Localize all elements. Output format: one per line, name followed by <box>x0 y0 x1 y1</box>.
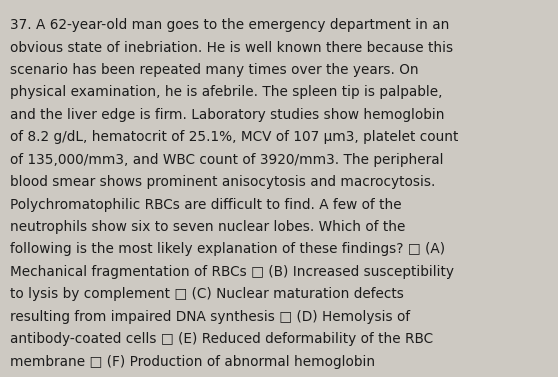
Text: 37. A 62-year-old man goes to the emergency department in an: 37. A 62-year-old man goes to the emerge… <box>10 18 449 32</box>
Text: antibody-coated cells □ (E) Reduced deformability of the RBC: antibody-coated cells □ (E) Reduced defo… <box>10 332 433 346</box>
Text: Polychromatophilic RBCs are difficult to find. A few of the: Polychromatophilic RBCs are difficult to… <box>10 198 402 211</box>
Text: membrane □ (F) Production of abnormal hemoglobin: membrane □ (F) Production of abnormal he… <box>10 354 375 369</box>
Text: Mechanical fragmentation of RBCs □ (B) Increased susceptibility: Mechanical fragmentation of RBCs □ (B) I… <box>10 265 454 279</box>
Text: resulting from impaired DNA synthesis □ (D) Hemolysis of: resulting from impaired DNA synthesis □ … <box>10 310 410 324</box>
Text: neutrophils show six to seven nuclear lobes. Which of the: neutrophils show six to seven nuclear lo… <box>10 220 406 234</box>
Text: of 8.2 g/dL, hematocrit of 25.1%, MCV of 107 μm3, platelet count: of 8.2 g/dL, hematocrit of 25.1%, MCV of… <box>10 130 459 144</box>
Text: blood smear shows prominent anisocytosis and macrocytosis.: blood smear shows prominent anisocytosis… <box>10 175 435 189</box>
Text: following is the most likely explanation of these findings? □ (A): following is the most likely explanation… <box>10 242 445 256</box>
Text: of 135,000/mm3, and WBC count of 3920/mm3. The peripheral: of 135,000/mm3, and WBC count of 3920/mm… <box>10 153 444 167</box>
Text: physical examination, he is afebrile. The spleen tip is palpable,: physical examination, he is afebrile. Th… <box>10 86 442 100</box>
Text: scenario has been repeated many times over the years. On: scenario has been repeated many times ov… <box>10 63 418 77</box>
Text: to lysis by complement □ (C) Nuclear maturation defects: to lysis by complement □ (C) Nuclear mat… <box>10 287 404 301</box>
Text: and the liver edge is firm. Laboratory studies show hemoglobin: and the liver edge is firm. Laboratory s… <box>10 108 445 122</box>
Text: obvious state of inebriation. He is well known there because this: obvious state of inebriation. He is well… <box>10 41 453 55</box>
